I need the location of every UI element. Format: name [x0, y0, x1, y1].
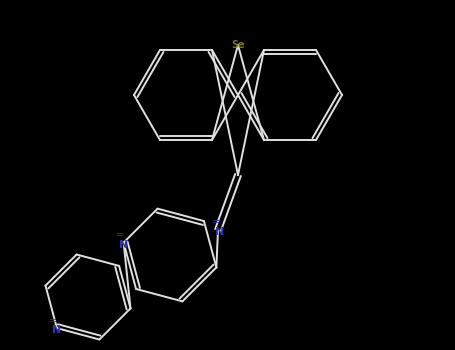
Text: =: =: [116, 231, 124, 240]
Text: N: N: [52, 325, 61, 335]
Text: N: N: [215, 227, 225, 237]
Text: Se: Se: [231, 40, 245, 50]
Text: =: =: [49, 316, 57, 326]
Text: =: =: [212, 217, 220, 227]
Text: N: N: [119, 240, 128, 250]
